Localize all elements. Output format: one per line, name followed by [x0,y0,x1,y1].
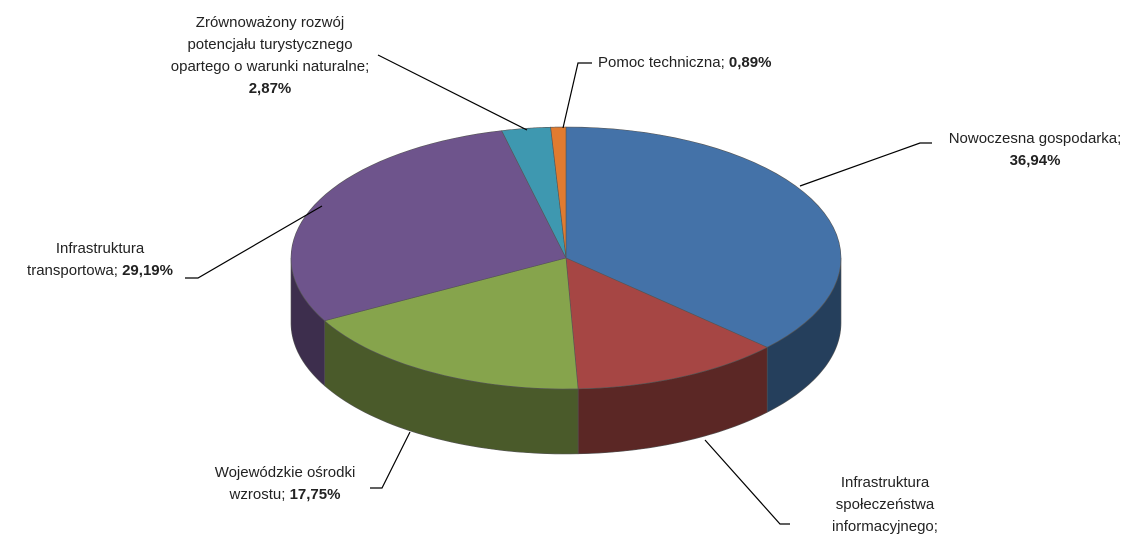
category-label: Wojewódzkie ośrodki wzrostu; [214,464,356,503]
value-label: 2,87% [248,80,292,97]
slice-label: Infrastruktura transportowa; 29,19% [10,238,190,282]
slice-label: Zrównoważony rozwój potencjału turystycz… [160,12,380,100]
leader-line [704,439,790,525]
category-label: Zrównoważony rozwój potencjału turystycz… [170,14,370,75]
leader-line [562,62,592,129]
slice-label: Pomoc techniczna; 0,89% [598,52,818,74]
category-label: Pomoc techniczna; [598,54,725,71]
value-label: 29,19% [122,262,173,279]
pie-slice [323,257,579,390]
value-label: 17,75% [289,486,341,503]
value-label: 0,89% [728,54,772,71]
pie-slice [501,126,567,259]
slice-label: Infrastruktura społeczeństwa informacyjn… [805,472,965,534]
category-label: Infrastruktura transportowa; [27,240,145,279]
leader-line [185,205,323,279]
pie-slice [565,257,768,390]
leader-line [377,54,528,131]
pie-slice [565,126,842,348]
leader-line [799,142,932,187]
slice-label: Wojewódzkie ośrodki wzrostu; 17,75% [190,462,380,506]
value-label: 36,94% [1009,152,1061,169]
leader-line [370,431,411,489]
slice-label: Nowoczesna gospodarka; 36,94% [935,128,1132,172]
category-label: Infrastruktura społeczeństwa informacyjn… [832,474,938,534]
category-label: Nowoczesna gospodarka; [948,130,1122,147]
pie-slice [290,130,567,322]
